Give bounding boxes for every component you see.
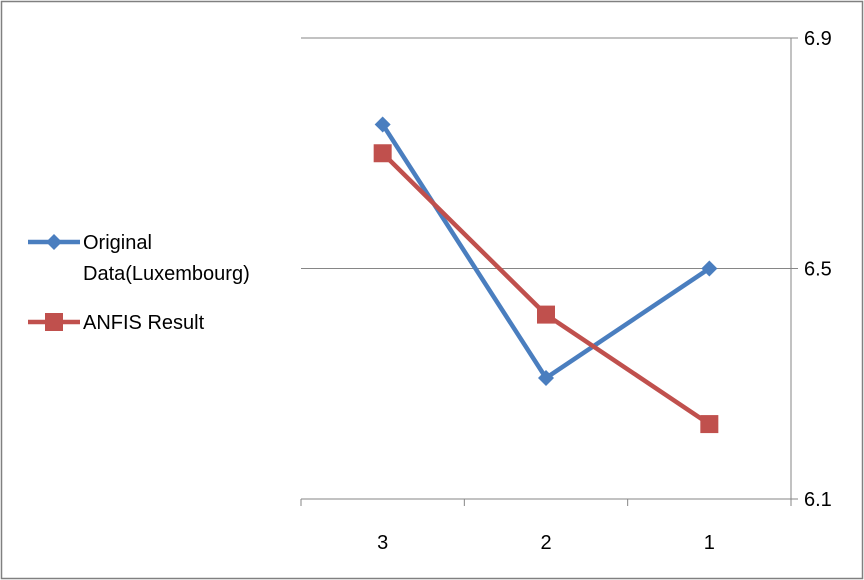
y-tick-labels: 6.1 6.5 6.9 bbox=[804, 28, 832, 511]
x-tick-label: 3 bbox=[377, 532, 388, 554]
legend-label: Data(Luxembourg) bbox=[83, 263, 250, 285]
data-point-series1-0 bbox=[373, 144, 392, 163]
legend: Original Data(Luxembourg) ANFIS Result bbox=[28, 232, 250, 334]
x-tick-labels: 3 2 1 bbox=[377, 532, 715, 554]
y-tick-label: 6.1 bbox=[804, 489, 832, 511]
axes bbox=[300, 37, 798, 506]
data-point-series1-1 bbox=[537, 305, 555, 324]
data-point-series1-2 bbox=[700, 415, 719, 434]
legend-marker-1 bbox=[45, 313, 63, 331]
y-tick-label: 6.9 bbox=[804, 28, 832, 50]
legend-marker-0 bbox=[46, 234, 62, 250]
x-tick-label: 1 bbox=[704, 532, 715, 554]
data-point-series0-2 bbox=[701, 260, 718, 277]
data-point-series0-1 bbox=[538, 369, 554, 386]
x-tick-label: 2 bbox=[540, 532, 551, 554]
legend-label: Original bbox=[83, 232, 152, 254]
data-point-series0-0 bbox=[374, 116, 391, 133]
series-markers bbox=[373, 116, 719, 434]
y-tick-label: 6.5 bbox=[804, 259, 832, 281]
legend-label: ANFIS Result bbox=[83, 312, 205, 334]
